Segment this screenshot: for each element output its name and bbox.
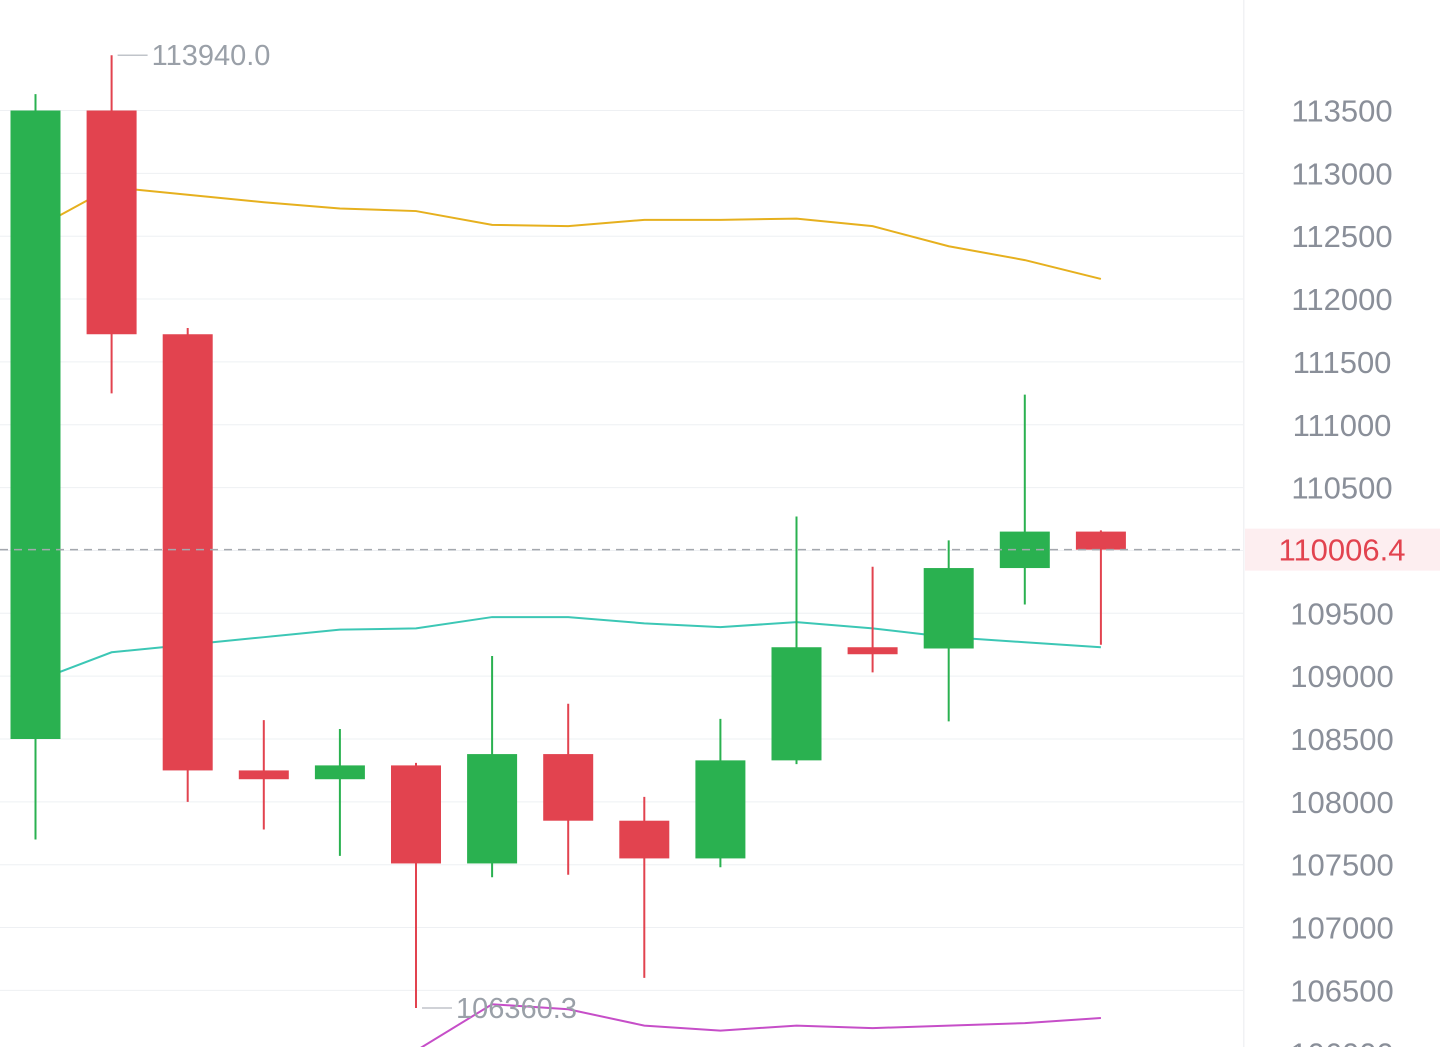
candle [999, 394, 1050, 605]
y-tick-label: 111000 [1293, 408, 1392, 443]
y-tick-label: 109000 [1290, 659, 1393, 694]
y-tick-label: 113500 [1291, 94, 1392, 129]
current-price-background [1245, 528, 1440, 571]
low-price-label: 106360.3 [456, 993, 577, 1025]
candle-body [847, 647, 898, 655]
candle [619, 796, 670, 978]
y-tick-label: 107000 [1290, 911, 1393, 946]
candle-body [1075, 531, 1126, 550]
price-axis: 113500 113000 112500 112000 111500 111000 1105… [1243, 0, 1394, 1047]
price-axis-divider [1243, 0, 1245, 1047]
candle [1075, 530, 1126, 645]
moving-average-line-0 [35, 186, 1102, 280]
candle-body [543, 754, 594, 821]
candle-body [162, 334, 213, 771]
candle-body [923, 568, 974, 649]
candle [467, 656, 518, 878]
y-tick-label: 112000 [1291, 282, 1392, 317]
current-price-tag: 110006.4 [1245, 528, 1440, 571]
y-tick-label: 106500 [1290, 973, 1393, 1008]
y-tick-label: 106000 [1290, 1036, 1393, 1047]
candle [238, 720, 289, 830]
y-tick-label: 110500 [1291, 471, 1392, 506]
candle [314, 728, 365, 856]
extreme-labels: 113940.0 106360.3 [117, 40, 577, 1025]
y-tick-label: 111500 [1293, 345, 1392, 380]
high-price-label: 113940.0 [152, 40, 271, 72]
candle [847, 566, 898, 673]
current-price-label: 110006.4 [1279, 533, 1406, 568]
candle-body [238, 770, 289, 780]
candle [162, 327, 213, 802]
candle-body [695, 760, 746, 859]
candle [923, 540, 974, 722]
y-tick-label: 113000 [1291, 156, 1392, 191]
candle-body [391, 765, 441, 864]
candle [771, 516, 822, 765]
candle [10, 94, 61, 840]
candle [86, 55, 137, 394]
y-tick-label: 109500 [1290, 596, 1393, 631]
candle-body [467, 754, 518, 864]
y-tick-label: 108500 [1290, 722, 1393, 757]
candle-body [314, 765, 365, 780]
y-tick-label: 107500 [1290, 848, 1393, 883]
y-tick-label: 108000 [1290, 785, 1393, 820]
candle-body [619, 820, 670, 859]
y-tick-label: 112500 [1291, 219, 1392, 254]
candle-body [771, 647, 822, 761]
candle-body [10, 110, 61, 739]
candle [391, 762, 441, 1008]
candles [10, 55, 1126, 1008]
candle [543, 703, 594, 875]
moving-average-line-1 [35, 616, 1101, 683]
moving-average-lines [35, 186, 1102, 1047]
moving-average-line-2 [420, 1003, 1101, 1047]
candle-body [86, 110, 137, 335]
candle [695, 718, 746, 868]
